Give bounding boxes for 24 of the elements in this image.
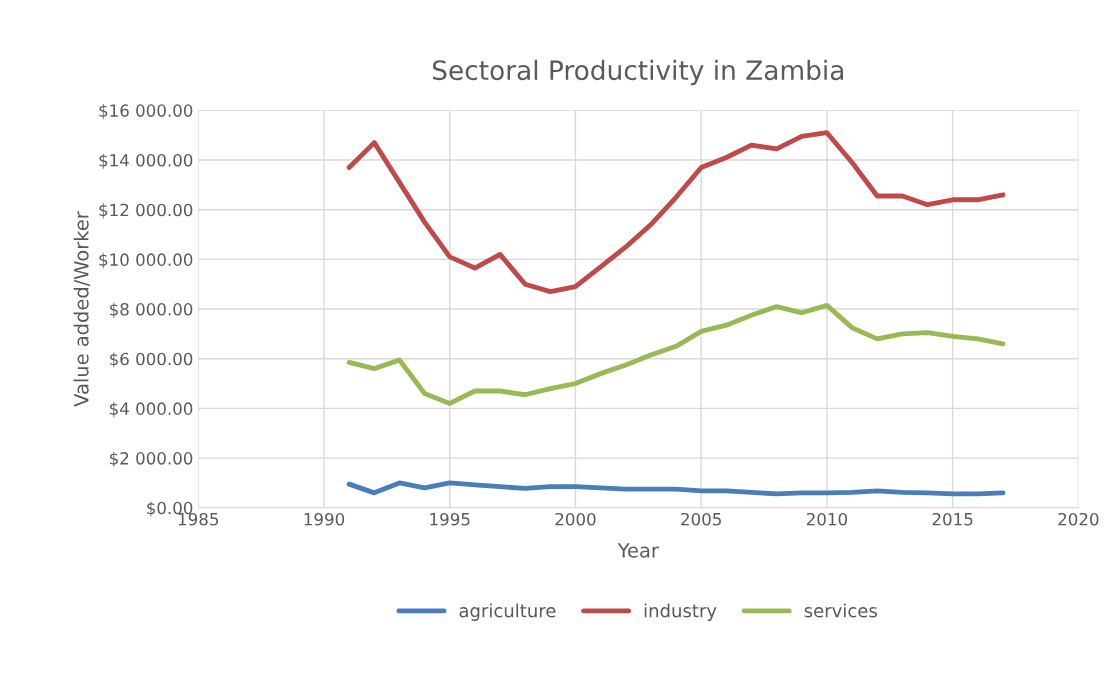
line-series	[346, 302, 1006, 406]
y-tick-label: $14 000.00	[99, 153, 193, 169]
y-tick-label: $6 000.00	[109, 352, 193, 368]
legend-label: services	[804, 603, 877, 618]
x-tick-label: 2000	[555, 512, 596, 526]
legend-label: agriculture	[459, 603, 556, 621]
y-tick-label: $10 000.00	[99, 253, 193, 269]
x-tick-label: 1990	[304, 512, 345, 526]
x-tick-label: 2005	[681, 512, 721, 526]
x-tick-label: 2020	[1058, 512, 1099, 526]
x-tick-label: 2015	[932, 512, 973, 526]
legend-label: industry	[644, 603, 717, 621]
y-tick-label: $12 000.00	[99, 203, 193, 219]
y-tick-label: $16 000.00	[99, 104, 193, 120]
x-tick-label: 2010	[806, 512, 848, 526]
y-tick-label: $8 000.00	[109, 302, 193, 318]
chart-title: Sectoral Productivity in Zambia	[432, 59, 844, 86]
x-tick-label: 1995	[430, 512, 470, 526]
x-axis-title: Year	[617, 543, 659, 558]
line-series	[346, 480, 1006, 497]
line-series	[346, 130, 1006, 295]
y-tick-label: $4 000.00	[109, 402, 193, 418]
y-tick-label: $2 000.00	[109, 451, 193, 467]
y-axis-title: Value added/Worker	[73, 211, 91, 407]
